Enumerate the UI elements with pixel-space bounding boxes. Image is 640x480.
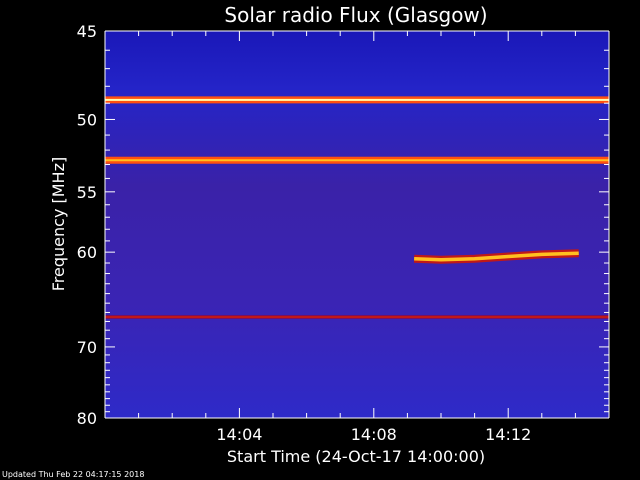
y-tick-label: 60 — [77, 243, 97, 262]
y-axis-label: Frequency [MHz] — [49, 157, 68, 291]
y-tick-label: 50 — [77, 110, 97, 129]
x-tick-label: 14:12 — [485, 425, 531, 444]
emission-band-core — [105, 159, 609, 162]
plot-area — [105, 31, 609, 418]
x-axis-label: Start Time (24-Oct-17 14:00:00) — [227, 447, 485, 466]
radio-burst — [413, 249, 579, 264]
x-tick-label: 14:04 — [216, 425, 262, 444]
emission-bands — [105, 96, 609, 319]
y-tick-label: 45 — [77, 22, 97, 41]
burst-core — [414, 251, 579, 262]
emission-band-core — [105, 98, 609, 101]
spectrogram-background — [105, 31, 609, 418]
updated-timestamp: Updated Thu Feb 22 04:17:15 2018 — [2, 470, 145, 479]
chart-title: Solar radio Flux (Glasgow) — [224, 3, 487, 27]
y-tick-label: 80 — [77, 409, 97, 428]
y-axis: 45 50 55 60 70 80 — [77, 22, 610, 428]
y-tick-label: 55 — [77, 183, 97, 202]
emission-band-core — [105, 315, 609, 318]
y-tick-label: 70 — [77, 338, 97, 357]
x-axis: 14:04 14:08 14:12 — [104, 30, 610, 444]
x-tick-label: 14:08 — [351, 425, 397, 444]
